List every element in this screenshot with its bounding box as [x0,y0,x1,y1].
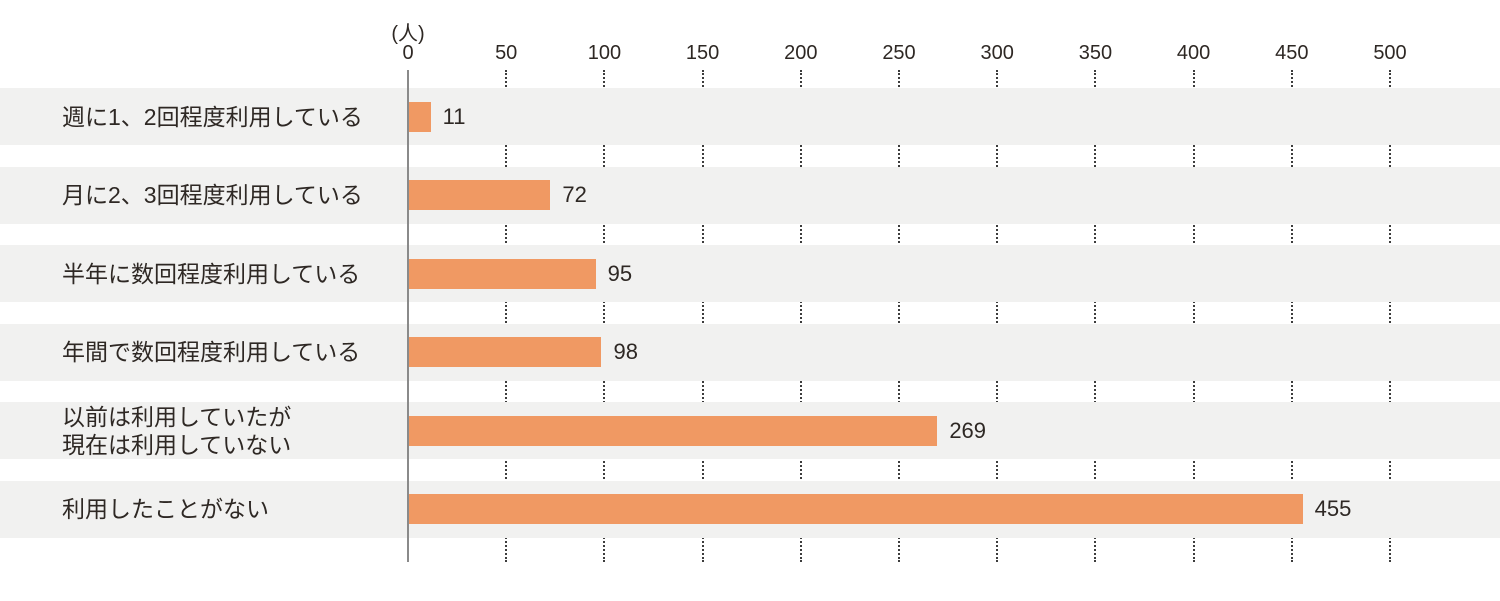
x-tick-label: 150 [685,42,720,64]
dotted-gridline [1094,70,1097,562]
x-tick-label: 100 [587,42,622,64]
x-tick-label: 350 [1078,42,1113,64]
category-label: 年間で数回程度利用している [62,339,361,366]
dotted-gridline [1290,70,1293,562]
bar [409,415,938,446]
bar-value-label: 98 [613,339,638,365]
chart-row: 年間で数回程度利用している 98 [0,323,1500,381]
x-tick-label: 0 [402,42,414,64]
x-tick-label: 250 [882,42,916,64]
bar-value-label: 95 [607,260,633,286]
x-tick-label: 300 [980,42,1014,64]
axis-unit-label: (人) [391,23,425,45]
category-label: 半年に数回程度利用している [62,260,361,287]
bar-value-label: 455 [1314,496,1352,522]
x-tick-label: 500 [1373,42,1407,64]
chart-row: 月に2、3回程度利用している 72 [0,166,1500,224]
dotted-gridline [1192,70,1195,562]
bar [409,337,602,368]
rows-layer: 週に1、2回程度利用している 11 月に2、3回程度利用している 72 半年に数回程度利… [0,88,1500,538]
bar-value-label: 72 [562,182,587,208]
category-label: 月に2、3回程度利用している [62,182,363,209]
bar [409,258,596,289]
category-label: 週に1、2回程度利用している [62,103,363,130]
x-tick-label: 200 [784,42,818,64]
chart-row: 以前は利用していたが 現在は利用していない 269 [0,402,1500,460]
dotted-gridline [505,70,508,562]
dotted-gridline [701,70,704,562]
bar [409,101,431,132]
x-tick-label: 50 [495,42,518,64]
x-tick-label: 400 [1176,42,1211,64]
category-label: 以前は利用していたが 現在は利用していない [62,403,292,458]
dotted-gridline [603,70,606,562]
grid-layer [0,70,1500,562]
chart-row: 利用したことがない 455 [0,480,1500,538]
dotted-gridline [996,70,999,562]
category-label: 利用したことがない [62,496,269,523]
chart-row: 週に1、2回程度利用している 11 [0,88,1500,145]
axis-zero-line [407,70,409,562]
bar [409,180,551,211]
bar [409,494,1303,525]
dotted-gridline [799,70,802,562]
x-tick-label: 450 [1275,42,1309,64]
dotted-gridline [1389,70,1391,562]
chart-row: 半年に数回程度利用している 95 [0,245,1500,303]
bar-value-label: 11 [442,103,466,129]
bar-value-label: 269 [949,417,987,443]
dotted-gridline [898,70,900,562]
